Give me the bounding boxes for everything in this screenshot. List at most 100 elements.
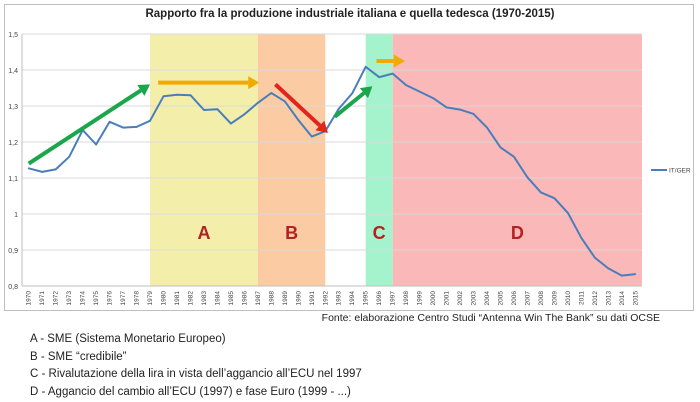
y-tick-label: 1,1 [8,176,18,183]
data-point [243,113,246,116]
x-tick-label: 2005 [497,291,504,306]
orange-flat-arrow-1-head [248,76,260,90]
legend-label: IT/GER [669,168,691,175]
x-tick-label: 2002 [457,291,464,306]
chart-title: Rapporto fra la produzione industriale i… [145,8,555,20]
data-point [176,93,178,96]
green-rise-arrow-2-head [359,86,373,99]
red-fall-arrow-shaft [274,82,322,128]
green-rise-arrow-2-shaft [333,91,366,119]
orange-flat-arrow-2-head [393,54,405,68]
green-rise-arrow-1-head [137,84,151,96]
region-d [392,34,642,286]
data-point [108,120,111,123]
data-point [297,119,300,121]
data-point [513,155,515,158]
x-tick-label: 2015 [632,291,639,306]
y-tick-label: 0,9 [8,248,18,255]
region-c [365,34,393,286]
x-tick-label: 1971 [39,291,46,306]
x-tick-label: 1976 [107,291,114,306]
x-tick-label: 2004 [484,291,491,306]
x-tick-label: 1988 [268,291,275,306]
x-tick-label: 1998 [403,291,410,306]
x-tick-label: 2001 [444,291,451,306]
x-tick-label: 1994 [349,291,356,306]
x-tick-label: 1973 [66,291,73,306]
data-point [230,122,232,125]
y-tick-label: 1 [14,212,18,219]
data-point [310,135,313,138]
data-point [472,113,475,115]
x-tick-label: 1987 [255,291,262,306]
x-tick-label: 1985 [228,291,235,306]
region-label-b: B [285,223,298,243]
data-point [216,108,219,111]
x-tick-label: 2003 [471,291,478,306]
data-point [203,109,205,111]
data-point [620,274,623,277]
note-b: B - SME “credibile” [30,350,127,363]
data-point [68,155,71,158]
x-tick-label: 2013 [605,291,612,306]
x-tick-label: 1981 [174,291,181,306]
source-note: Fonte: elaborazione Centro Studi “Antenn… [321,312,660,324]
region-b [257,34,326,286]
y-tick-label: 1,3 [8,104,18,111]
data-point [270,92,273,94]
x-tick-label: 1974 [80,291,87,306]
data-point [337,107,340,110]
x-tick-label: 1992 [322,291,329,306]
data-point [283,100,286,103]
data-point [149,119,151,122]
x-tick-label: 1990 [295,291,302,306]
data-point [189,94,192,97]
x-tick-label: 1972 [53,291,60,306]
chart-frame [4,4,694,311]
x-tick-label: 2000 [430,291,437,306]
data-point [256,101,259,104]
x-tick-label: 2008 [538,291,545,306]
x-tick-label: 2009 [551,291,558,306]
data-point [418,90,421,93]
x-tick-label: 1986 [241,291,248,306]
data-point [593,256,596,259]
x-tick-label: 2014 [619,291,626,306]
legend-notes: A - SME (Sistema Monetario Europeo) B - … [30,331,362,401]
data-point [405,84,408,87]
x-tick-label: 1970 [26,291,33,306]
x-tick-label: 1991 [309,291,316,306]
y-tick-label: 1,2 [8,140,18,147]
x-tick-label: 2012 [592,291,599,306]
data-point [445,106,448,109]
data-point [378,76,381,79]
series-line-it-ger [28,65,636,277]
x-tick-label: 2007 [524,291,531,306]
x-tick-label: 1978 [134,291,141,306]
data-point [27,167,30,170]
data-point [580,236,583,239]
data-point [566,212,569,214]
data-point [526,176,529,179]
line-chart: 0,8 0,9 1 1,1 1,2 1,3 1,4 1,5 1970 1971 1972 1973 19… [8,32,691,306]
region-a [150,34,258,286]
data-point [459,108,461,111]
y-tick-label: 1,5 [8,32,18,39]
data-point [162,95,165,98]
data-point [54,168,57,171]
data-point [540,191,542,194]
x-tick-label: 1999 [417,291,424,306]
x-tick-label: 2006 [511,291,518,306]
x-tick-label: 1982 [187,291,194,306]
data-point [499,146,502,149]
data-point [391,72,394,75]
x-tick-label: 2011 [578,291,585,305]
data-point [135,125,138,128]
region-label-c: C [373,223,386,243]
note-a: A - SME (Sistema Monetario Europeo) [30,333,226,345]
data-point [432,97,434,99]
data-point [607,267,610,270]
red-fall-arrow-head [315,120,328,133]
x-tick-label: 1977 [120,291,127,306]
data-point [486,126,488,129]
